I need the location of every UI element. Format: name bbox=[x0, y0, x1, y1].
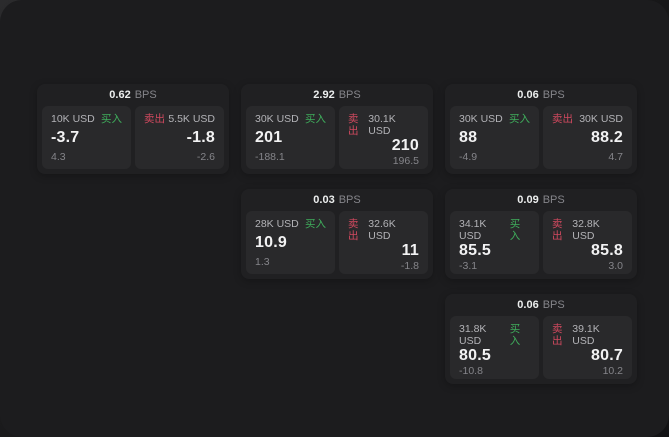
buy-panel[interactable]: 30K USD 买入 201 -188.1 bbox=[246, 106, 335, 169]
sell-panel[interactable]: 卖出 32.6K USD 11 -1.8 bbox=[339, 211, 428, 274]
buy-tag[interactable]: 买入 bbox=[509, 113, 530, 125]
sell-price: 210 bbox=[391, 137, 419, 154]
sell-price: 85.8 bbox=[591, 242, 623, 259]
sell-delta: -2.6 bbox=[196, 151, 215, 163]
buy-panel[interactable]: 10K USD 买入 -3.7 4.3 bbox=[42, 106, 131, 169]
sell-panel[interactable]: 卖出 39.1K USD 80.7 10.2 bbox=[543, 316, 632, 379]
buy-amount: 10K USD bbox=[51, 113, 95, 125]
quote-panels: 10K USD 买入 -3.7 4.3 卖出 5.5K USD -1.8 -2.… bbox=[37, 106, 229, 174]
buy-tag[interactable]: 买入 bbox=[101, 113, 122, 125]
sell-amount: 32.8K USD bbox=[572, 218, 600, 242]
buy-tag[interactable]: 买入 bbox=[509, 323, 521, 347]
quote-card: 0.62 BPS 10K USD 买入 -3.7 4.3 卖出 5.5K USD bbox=[37, 84, 229, 174]
buy-amount: 34.1K USD bbox=[459, 218, 487, 242]
sell-delta: 196.5 bbox=[392, 155, 419, 167]
bps-unit: BPS bbox=[542, 299, 565, 311]
bps-header: 0.03 BPS bbox=[241, 189, 433, 211]
sell-delta: 10.2 bbox=[602, 365, 623, 377]
buy-delta: -188.1 bbox=[255, 151, 285, 163]
buy-delta: -4.9 bbox=[459, 151, 478, 163]
bps-unit: BPS bbox=[542, 89, 565, 101]
buy-price: 10.9 bbox=[255, 234, 287, 251]
quote-panels: 34.1K USD 买入 85.5 -3.1 卖出 32.8K USD 85.8… bbox=[445, 211, 637, 279]
sell-tag[interactable]: 卖出 bbox=[348, 218, 359, 242]
buy-price: -3.7 bbox=[51, 129, 80, 146]
bps-value: 0.06 bbox=[517, 89, 539, 101]
buy-amount: 31.8K USD bbox=[459, 323, 487, 347]
sell-tag[interactable]: 卖出 bbox=[348, 113, 359, 137]
buy-delta: -3.1 bbox=[459, 260, 478, 272]
bps-header: 0.06 BPS bbox=[445, 294, 637, 316]
sell-price: 88.2 bbox=[591, 129, 623, 146]
bps-unit: BPS bbox=[338, 89, 361, 101]
bps-value: 0.06 bbox=[517, 299, 539, 311]
buy-amount: 30K USD bbox=[255, 113, 299, 125]
quote-panels: 28K USD 买入 10.9 1.3 卖出 32.6K USD 11 -1.8 bbox=[241, 211, 433, 279]
quote-card: 0.09 BPS 34.1K USD 买入 85.5 -3.1 卖出 32.8K… bbox=[445, 189, 637, 279]
sell-tag[interactable]: 卖出 bbox=[144, 113, 165, 125]
sell-tag[interactable]: 卖出 bbox=[552, 323, 563, 347]
bps-value: 0.03 bbox=[313, 194, 335, 206]
sell-amount: 30.1K USD bbox=[368, 113, 396, 137]
buy-tag[interactable]: 买入 bbox=[305, 218, 326, 230]
buy-amount: 30K USD bbox=[459, 113, 503, 125]
sell-price: -1.8 bbox=[186, 129, 215, 146]
bps-header: 2.92 BPS bbox=[241, 84, 433, 106]
bps-unit: BPS bbox=[338, 194, 361, 206]
sell-tag[interactable]: 卖出 bbox=[552, 113, 573, 125]
sell-tag[interactable]: 卖出 bbox=[552, 218, 563, 242]
buy-panel[interactable]: 30K USD 买入 88 -4.9 bbox=[450, 106, 539, 169]
quote-panels: 30K USD 买入 201 -188.1 卖出 30.1K USD 210 1… bbox=[241, 106, 433, 174]
buy-price: 201 bbox=[255, 129, 283, 146]
bps-header: 0.06 BPS bbox=[445, 84, 637, 106]
buy-delta: 4.3 bbox=[51, 151, 66, 163]
quote-panels: 31.8K USD 买入 80.5 -10.8 卖出 39.1K USD 80.… bbox=[445, 316, 637, 384]
buy-panel[interactable]: 31.8K USD 买入 80.5 -10.8 bbox=[450, 316, 539, 379]
buy-price: 80.5 bbox=[459, 347, 491, 364]
sell-panel[interactable]: 卖出 30K USD 88.2 4.7 bbox=[543, 106, 632, 169]
sell-panel[interactable]: 卖出 5.5K USD -1.8 -2.6 bbox=[135, 106, 224, 169]
quote-card: 0.03 BPS 28K USD 买入 10.9 1.3 卖出 32.6K US… bbox=[241, 189, 433, 279]
bps-unit: BPS bbox=[134, 89, 157, 101]
bps-header: 0.62 BPS bbox=[37, 84, 229, 106]
quote-card: 2.92 BPS 30K USD 买入 201 -188.1 卖出 30.1K … bbox=[241, 84, 433, 174]
sell-panel[interactable]: 卖出 32.8K USD 85.8 3.0 bbox=[543, 211, 632, 274]
sell-panel[interactable]: 卖出 30.1K USD 210 196.5 bbox=[339, 106, 428, 169]
buy-price: 85.5 bbox=[459, 242, 491, 259]
sell-amount: 32.6K USD bbox=[368, 218, 396, 242]
sell-amount: 39.1K USD bbox=[572, 323, 600, 347]
bps-value: 2.92 bbox=[313, 89, 335, 101]
quote-panels: 30K USD 买入 88 -4.9 卖出 30K USD 88.2 4.7 bbox=[445, 106, 637, 174]
buy-price: 88 bbox=[459, 129, 478, 146]
buy-delta: 1.3 bbox=[255, 256, 270, 268]
buy-amount: 28K USD bbox=[255, 218, 299, 230]
bps-unit: BPS bbox=[542, 194, 565, 206]
buy-tag[interactable]: 买入 bbox=[509, 218, 521, 242]
buy-panel[interactable]: 28K USD 买入 10.9 1.3 bbox=[246, 211, 335, 274]
sell-delta: -1.8 bbox=[400, 260, 419, 272]
bps-value: 0.62 bbox=[109, 89, 131, 101]
sell-amount: 5.5K USD bbox=[168, 113, 215, 125]
sell-price: 11 bbox=[401, 242, 419, 259]
buy-delta: -10.8 bbox=[459, 365, 483, 377]
buy-panel[interactable]: 34.1K USD 买入 85.5 -3.1 bbox=[450, 211, 539, 274]
quote-card: 0.06 BPS 31.8K USD 买入 80.5 -10.8 卖出 39.1… bbox=[445, 294, 637, 384]
sell-delta: 3.0 bbox=[608, 260, 623, 272]
buy-tag[interactable]: 买入 bbox=[305, 113, 326, 125]
quote-card: 0.06 BPS 30K USD 买入 88 -4.9 卖出 30K USD bbox=[445, 84, 637, 174]
sell-price: 80.7 bbox=[591, 347, 623, 364]
sell-amount: 30K USD bbox=[579, 113, 623, 125]
bps-value: 0.09 bbox=[517, 194, 539, 206]
bps-header: 0.09 BPS bbox=[445, 189, 637, 211]
sell-delta: 4.7 bbox=[608, 151, 623, 163]
